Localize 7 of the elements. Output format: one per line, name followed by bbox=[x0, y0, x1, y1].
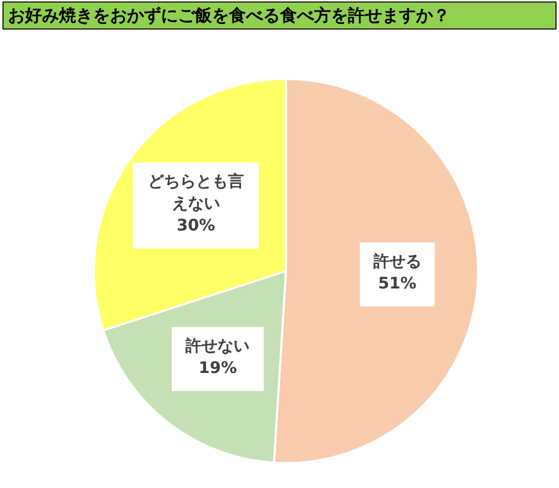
data-label: 19% bbox=[198, 358, 237, 377]
slice-label: 許せる bbox=[372, 252, 422, 270]
data-label: 30% bbox=[176, 216, 216, 235]
data-label: 51% bbox=[378, 274, 416, 292]
slice-label: どちらとも言えない bbox=[148, 172, 244, 213]
slice-label: 許せない bbox=[184, 336, 250, 355]
chart-title: お好み焼きをおかずにご飯を食べる食べ方を許せますか？ bbox=[8, 6, 450, 26]
